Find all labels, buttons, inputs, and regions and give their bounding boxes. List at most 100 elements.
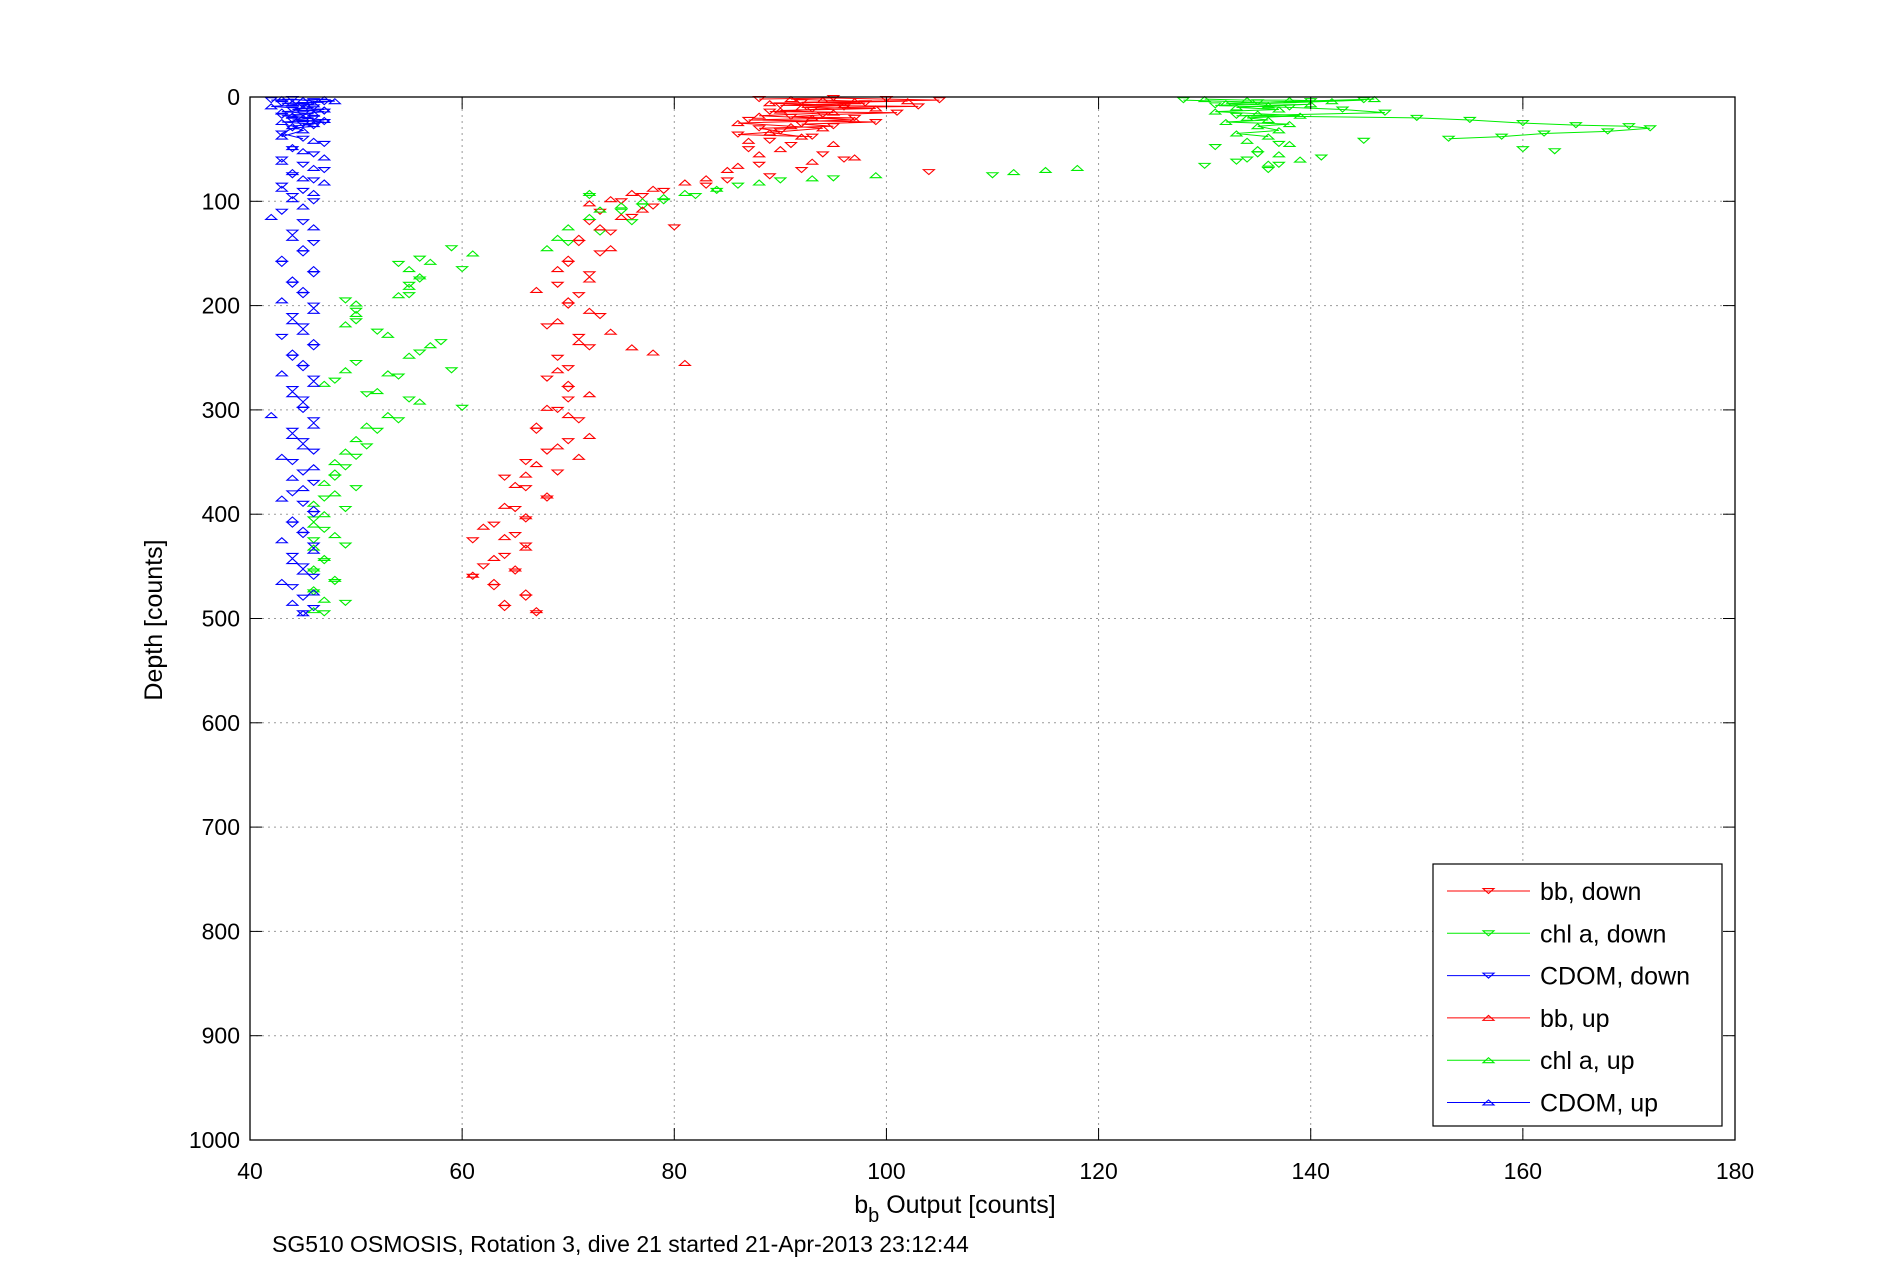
data-point xyxy=(561,396,576,403)
data-point xyxy=(561,239,576,247)
data-point xyxy=(317,106,332,113)
data-point xyxy=(805,175,820,182)
data-point xyxy=(730,162,745,169)
data-point xyxy=(285,474,300,481)
data-point xyxy=(773,107,788,114)
data-point xyxy=(285,552,300,560)
data-point xyxy=(1250,122,1265,130)
data-point xyxy=(274,156,289,163)
data-point xyxy=(296,323,310,330)
data-point xyxy=(306,547,321,554)
y-tick-label: 300 xyxy=(202,397,240,423)
data-point xyxy=(1378,109,1392,116)
data-point xyxy=(306,375,321,382)
data-point xyxy=(370,427,385,434)
data-point xyxy=(752,112,767,119)
legend-swatch-marker xyxy=(1481,1014,1496,1021)
data-point xyxy=(380,370,395,377)
data-point xyxy=(741,116,756,124)
data-point xyxy=(306,307,321,314)
data-point xyxy=(582,189,597,196)
data-point xyxy=(317,166,332,174)
data-point xyxy=(518,544,533,551)
data-point xyxy=(1356,137,1371,145)
data-point xyxy=(274,255,289,262)
data-point xyxy=(306,338,321,346)
data-point xyxy=(1324,97,1339,105)
legend-entry-label: chl a, down xyxy=(1540,920,1666,948)
data-point xyxy=(370,328,385,335)
data-point xyxy=(338,321,353,328)
data-point xyxy=(550,354,565,361)
data-point xyxy=(571,333,586,341)
data-point xyxy=(296,161,310,169)
data-point xyxy=(815,96,830,104)
data-point xyxy=(784,95,798,103)
data-point xyxy=(1282,140,1297,147)
data-point xyxy=(593,206,607,213)
data-point xyxy=(677,359,692,366)
data-point xyxy=(815,151,830,158)
series-lines xyxy=(271,97,1651,140)
data-point xyxy=(1229,104,1244,111)
data-point xyxy=(402,265,417,273)
data-point xyxy=(868,105,883,112)
data-point xyxy=(380,331,395,338)
data-point xyxy=(306,120,321,128)
data-point xyxy=(285,386,300,393)
data-point xyxy=(1293,112,1308,119)
data-point xyxy=(296,127,310,134)
y-axis-label: Depth [counts] xyxy=(140,539,168,700)
data-point xyxy=(349,435,364,443)
data-point xyxy=(582,432,597,439)
data-point xyxy=(1282,96,1297,104)
data-point xyxy=(476,523,491,530)
data-point xyxy=(667,224,682,231)
data-point xyxy=(338,297,353,304)
data-point xyxy=(317,154,332,161)
data-point xyxy=(296,203,310,210)
data-point xyxy=(349,307,364,315)
data-point xyxy=(646,185,661,192)
data-point xyxy=(349,310,364,317)
data-point xyxy=(582,391,597,398)
data-point xyxy=(624,189,639,196)
data-point xyxy=(465,250,480,257)
data-point xyxy=(1494,133,1509,140)
x-axis-label-main: b xyxy=(854,1191,868,1219)
data-point xyxy=(1070,164,1085,171)
data-point xyxy=(306,537,321,544)
data-point xyxy=(465,537,480,544)
data-point xyxy=(858,100,873,107)
x-tick-label: 40 xyxy=(237,1158,263,1184)
data-point xyxy=(285,234,300,241)
data-point xyxy=(582,271,597,278)
data-point xyxy=(911,103,926,110)
data-point xyxy=(1271,106,1286,113)
data-markers xyxy=(264,95,1658,617)
data-point xyxy=(561,365,576,372)
data-point xyxy=(306,464,321,471)
data-point xyxy=(561,438,576,445)
data-point xyxy=(826,140,841,147)
data-point xyxy=(1271,127,1286,134)
data-point xyxy=(1006,168,1021,176)
data-point xyxy=(1250,99,1265,106)
data-point xyxy=(762,173,777,180)
data-point xyxy=(274,112,289,119)
data-point xyxy=(317,526,332,534)
data-point xyxy=(550,281,565,288)
data-point xyxy=(306,521,321,528)
data-point xyxy=(338,542,353,549)
data-point xyxy=(327,469,342,476)
data-point xyxy=(1271,151,1286,158)
legend-entry-label: CDOM, down xyxy=(1540,963,1690,991)
data-point xyxy=(274,297,289,304)
data-point xyxy=(1197,162,1212,170)
data-point xyxy=(444,245,459,252)
data-point xyxy=(1197,95,1212,103)
data-point xyxy=(847,97,862,105)
data-point xyxy=(306,224,321,231)
data-point xyxy=(296,568,310,575)
data-point xyxy=(826,123,841,130)
